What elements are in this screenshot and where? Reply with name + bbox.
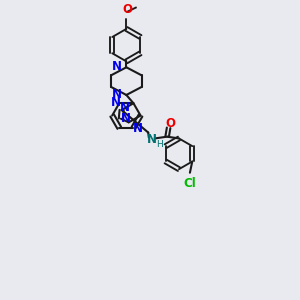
Text: N: N (112, 88, 122, 100)
Text: O: O (165, 117, 175, 130)
Text: N: N (121, 112, 131, 124)
Text: N: N (112, 60, 122, 73)
Text: N: N (147, 133, 157, 146)
Text: H: H (156, 140, 163, 149)
Text: Cl: Cl (183, 177, 196, 190)
Text: O: O (122, 4, 132, 16)
Text: N: N (111, 96, 121, 109)
Text: N: N (133, 122, 142, 135)
Text: N: N (120, 100, 130, 114)
